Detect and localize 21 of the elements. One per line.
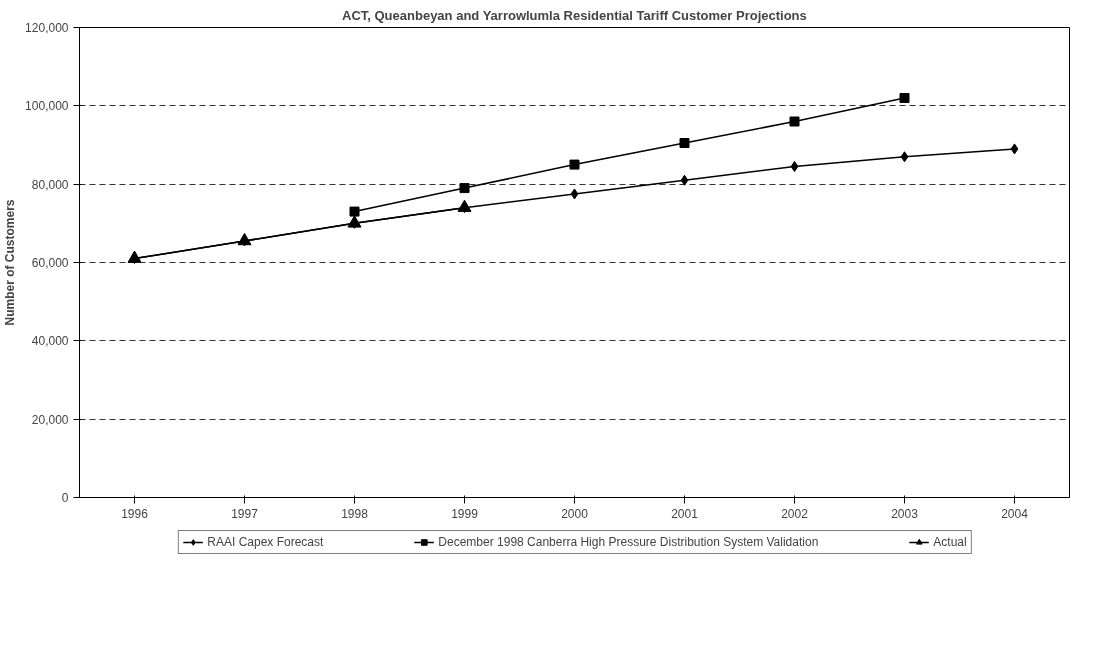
x-tick-label: 2000 xyxy=(561,506,589,521)
x-tick-label: 1999 xyxy=(451,506,479,521)
legend-label: RAAI Capex Forecast xyxy=(207,535,324,549)
y-tick-label: 60,000 xyxy=(31,256,69,270)
x-tick-label: 1997 xyxy=(231,506,259,521)
legend-label: December 1998 Canberra High Pressure Distribution System Validation xyxy=(438,535,819,549)
x-tick-label: 2001 xyxy=(671,506,699,521)
x-tick-label: 2004 xyxy=(1001,506,1029,521)
y-tick-label: 0 xyxy=(61,491,69,505)
y-axis-title: Number of Customers xyxy=(3,199,18,326)
x-tick-label: 2002 xyxy=(781,506,809,521)
y-tick-label: 40,000 xyxy=(31,334,69,349)
legend-label: Actual xyxy=(933,535,967,549)
x-tick-label: 1996 xyxy=(121,506,149,521)
y-tick-label: 20,000 xyxy=(31,412,69,427)
y-tick-label: 120,000 xyxy=(25,21,69,35)
y-tick-label: 80,000 xyxy=(31,177,69,192)
chart-title: ACT, Queanbeyan and Yarrowlumla Residential Tariff Customer Projections xyxy=(342,7,807,23)
x-tick-label: 2003 xyxy=(891,506,919,521)
y-tick-label: 100,000 xyxy=(25,99,69,114)
x-tick-label: 1998 xyxy=(341,506,369,521)
